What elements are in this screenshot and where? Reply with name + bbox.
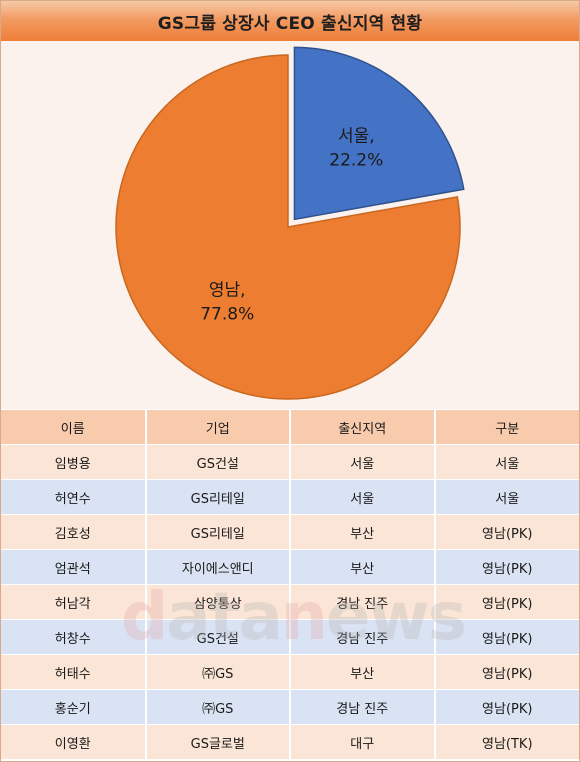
table-row: 엄관석 자이에스앤디 부산 영남(PK) xyxy=(1,549,579,585)
cell-company: 자이에스앤디 xyxy=(145,549,291,585)
cell-name: 이영환 xyxy=(1,724,147,760)
table-row: 허연수 GS리테일 서울 서울 xyxy=(1,479,579,515)
table-row: 임병용 GS건설 서울 서울 xyxy=(1,444,579,480)
cell-origin: 경남 진주 xyxy=(290,584,436,620)
table-row: 이영환 GS글로벌 대구 영남(TK) xyxy=(1,724,579,760)
pie-chart-area: 서울, 22.2% 영남, 77.8% xyxy=(1,41,579,409)
pie-slice-yeongnam xyxy=(115,54,461,400)
cell-origin: 경남 진주 xyxy=(290,619,436,655)
cell-company: GS건설 xyxy=(145,444,291,480)
cell-region: 서울 xyxy=(434,479,579,515)
cell-origin: 부산 xyxy=(290,654,436,690)
cell-company: GS건설 xyxy=(145,619,291,655)
data-label-yeongnam-name: 영남, xyxy=(209,281,246,301)
cell-region: 서울 xyxy=(434,444,579,480)
cell-name: 임병용 xyxy=(1,444,147,480)
cell-company: ㈜GS xyxy=(145,654,291,690)
cell-origin: 서울 xyxy=(290,444,436,480)
cell-company: GS리테일 xyxy=(145,514,291,550)
cell-name: 허창수 xyxy=(1,619,147,655)
table-row: 김호성 GS리테일 부산 영남(PK) xyxy=(1,514,579,550)
cell-region: 영남(PK) xyxy=(434,619,579,655)
data-label-yeongnam-value: 77.8% xyxy=(200,305,254,325)
cell-company: 삼양통상 xyxy=(145,584,291,620)
cell-company: ㈜GS xyxy=(145,689,291,725)
data-label-seoul-name: 서울, xyxy=(338,127,375,147)
table-body: 임병용 GS건설 서울 서울 허연수 GS리테일 서울 서울 김호성 GS리테일 부산 영남(PK) 엄… xyxy=(1,444,579,760)
data-label-seoul-value: 22.2% xyxy=(329,151,383,171)
cell-name: 홍순기 xyxy=(1,689,147,725)
pie-chart: 서울, 22.2% 영남, 77.8% xyxy=(115,46,465,400)
cell-origin: 부산 xyxy=(290,514,436,550)
cell-origin: 서울 xyxy=(290,479,436,515)
cell-name: 김호성 xyxy=(1,514,147,550)
header-name: 이름 xyxy=(1,410,147,445)
table-row: 허창수 GS건설 경남 진주 영남(PK) xyxy=(1,619,579,655)
table-row: 허남각 삼양통상 경남 진주 영남(PK) xyxy=(1,584,579,620)
title-bar: GS그룹 상장사 CEO 출신지역 현황 xyxy=(1,1,579,41)
page-title: GS그룹 상장사 CEO 출신지역 현황 xyxy=(157,13,423,34)
cell-region: 영남(PK) xyxy=(434,654,579,690)
header-region: 구분 xyxy=(434,410,579,445)
header-origin: 출신지역 xyxy=(290,410,436,445)
ceo-table: 이름 기업 출신지역 구분 임병용 GS건설 서울 서울 허연수 GS리테일 서울 서울 김호성… xyxy=(1,410,579,760)
cell-origin: 대구 xyxy=(290,724,436,760)
pie-slice-seoul xyxy=(293,46,465,221)
cell-origin: 부산 xyxy=(290,549,436,585)
cell-region: 영남(TK) xyxy=(434,724,579,760)
cell-name: 허남각 xyxy=(1,584,147,620)
cell-region: 영남(PK) xyxy=(434,689,579,725)
cell-region: 영남(PK) xyxy=(434,514,579,550)
table-row: 홍순기 ㈜GS 경남 진주 영남(PK) xyxy=(1,689,579,725)
cell-company: GS리테일 xyxy=(145,479,291,515)
cell-company: GS글로벌 xyxy=(145,724,291,760)
table-header-row: 이름 기업 출신지역 구분 xyxy=(1,410,579,445)
cell-name: 허연수 xyxy=(1,479,147,515)
cell-name: 엄관석 xyxy=(1,549,147,585)
cell-region: 영남(PK) xyxy=(434,549,579,585)
table-row: 허태수 ㈜GS 부산 영남(PK) xyxy=(1,654,579,690)
cell-name: 허태수 xyxy=(1,654,147,690)
cell-origin: 경남 진주 xyxy=(290,689,436,725)
cell-region: 영남(PK) xyxy=(434,584,579,620)
header-company: 기업 xyxy=(145,410,291,445)
